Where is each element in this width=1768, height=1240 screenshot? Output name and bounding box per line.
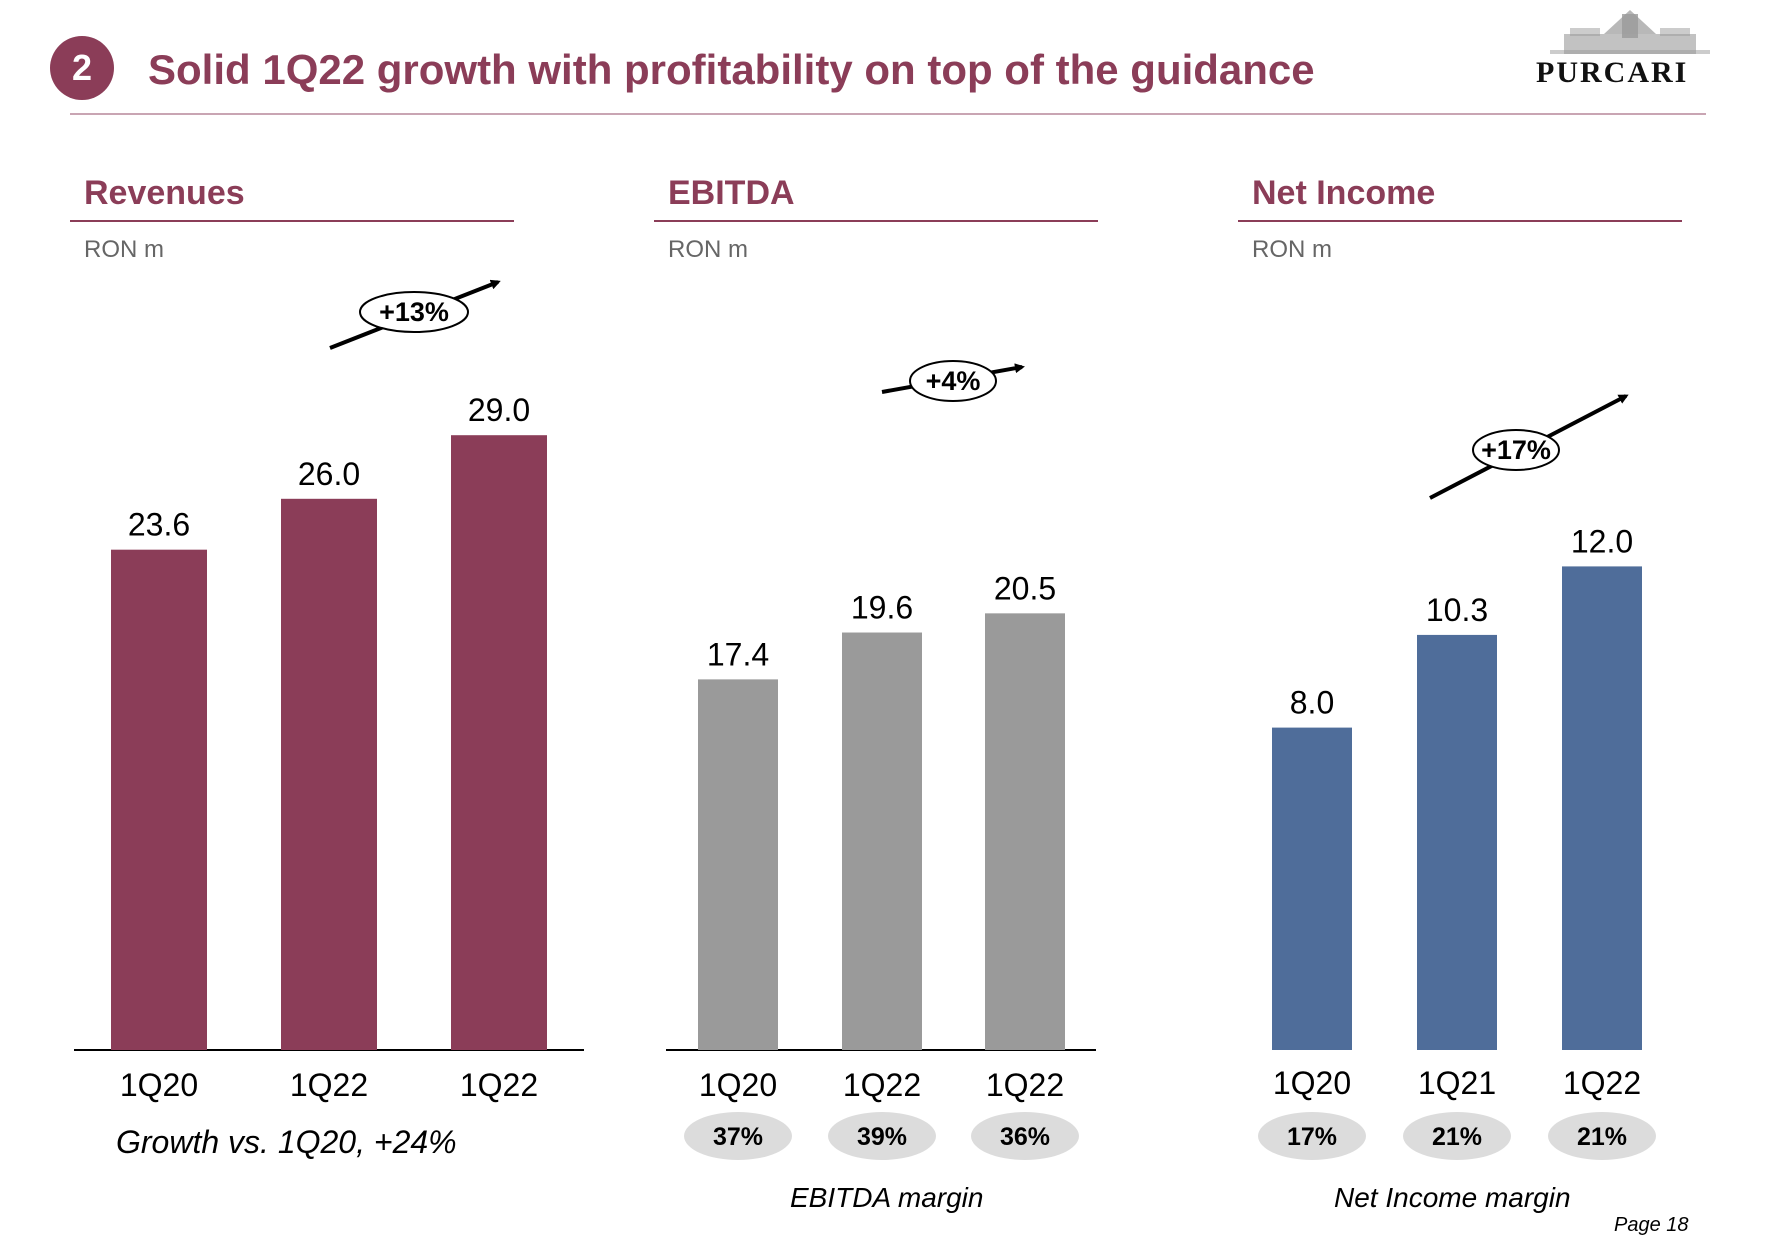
ebitda-margin-pill xyxy=(828,1112,936,1160)
ebitda-margin-pill xyxy=(971,1112,1079,1160)
net-income-title-rule xyxy=(1238,220,1682,222)
revenues-bar xyxy=(451,435,547,1050)
revenues-value-label: 26.0 xyxy=(298,456,360,492)
ebitda-bar xyxy=(985,613,1065,1050)
ebitda-value-label: 19.6 xyxy=(851,590,913,626)
slide-title: Solid 1Q22 growth with profitability on … xyxy=(148,46,1315,93)
net-income-growth-badge xyxy=(1472,429,1560,471)
net-income-margin-label: Net Income margin xyxy=(1334,1182,1571,1213)
net-income-value-label: 8.0 xyxy=(1290,685,1334,721)
ebitda-category-label: 1Q20 xyxy=(699,1067,777,1103)
slide-number-badge: 2 xyxy=(50,36,114,100)
revenues-category-label: 1Q20 xyxy=(120,1067,198,1103)
net-income-margin-label: 21% xyxy=(1577,1123,1627,1151)
revenues-growth-badge xyxy=(359,291,469,333)
revenues-growth-note: Growth vs. 1Q20, +24% xyxy=(116,1124,457,1160)
net-income-chart: +17% 8.0 1Q20 17% 10.3 1Q21 21% 12.0 1Q22 21% xyxy=(1258,394,1656,1160)
revenues-title: Revenues xyxy=(84,174,245,212)
ebitda-category-label: 1Q22 xyxy=(843,1067,921,1103)
net-income-value-label: 10.3 xyxy=(1426,592,1488,628)
title-divider xyxy=(70,113,1706,115)
revenues-unit-label: RON m xyxy=(84,236,164,263)
ebitda-margin-label: EBITDA margin xyxy=(790,1182,984,1213)
ebitda-growth-badge xyxy=(909,360,997,402)
ebitda-margin-label: 36% xyxy=(1000,1123,1050,1151)
revenues-title-rule xyxy=(70,220,514,222)
revenues-value-label: 23.6 xyxy=(128,507,190,543)
revenues-bar xyxy=(111,549,207,1050)
page-number: Page 18 xyxy=(1614,1214,1689,1236)
ebitda-chart: +4% 17.4 1Q20 37% 19.6 1Q22 39% 20.5 1Q22 36% xyxy=(666,360,1096,1160)
net-income-title: Net Income xyxy=(1252,174,1436,212)
net-income-category-label: 1Q20 xyxy=(1273,1065,1351,1101)
ebitda-category-label: 1Q22 xyxy=(986,1067,1064,1103)
revenues-bar xyxy=(281,498,377,1050)
ebitda-title: EBITDA xyxy=(668,174,795,212)
purcari-logo-icon xyxy=(1550,10,1710,54)
net-income-margin-label: 21% xyxy=(1432,1123,1482,1151)
ebitda-margin-pill xyxy=(684,1112,792,1160)
revenues-value-label: 29.0 xyxy=(468,392,530,428)
ebitda-value-label: 17.4 xyxy=(707,636,769,672)
ebitda-growth-label: +4% xyxy=(926,366,981,396)
ebitda-title-rule xyxy=(654,220,1098,222)
revenues-category-label: 1Q22 xyxy=(290,1067,368,1103)
ebitda-bar xyxy=(842,632,922,1050)
revenues-category-label: 1Q22 xyxy=(460,1067,538,1103)
revenues-growth-label: +13% xyxy=(379,297,449,327)
net-income-bar xyxy=(1272,727,1352,1050)
net-income-margin-label: 17% xyxy=(1287,1123,1337,1151)
ebitda-unit-label: RON m xyxy=(668,236,748,263)
net-income-category-label: 1Q21 xyxy=(1418,1065,1496,1101)
net-income-bar xyxy=(1417,634,1497,1050)
net-income-margin-pill xyxy=(1548,1112,1656,1160)
revenues-chart: +13% 23.6 1Q20 26.0 1Q22 29.0 1Q22 xyxy=(74,279,584,1103)
ebitda-value-label: 20.5 xyxy=(994,570,1056,606)
ebitda-bar xyxy=(698,679,778,1050)
net-income-margin-pill xyxy=(1403,1112,1511,1160)
net-income-category-label: 1Q22 xyxy=(1563,1065,1641,1101)
net-income-margin-pill xyxy=(1258,1112,1366,1160)
ebitda-margin-label: 37% xyxy=(713,1123,763,1151)
ebitda-margin-label: 39% xyxy=(857,1123,907,1151)
net-income-growth-label: +17% xyxy=(1481,435,1551,465)
logo-wordmark: PURCARI xyxy=(1536,56,1689,89)
net-income-unit-label: RON m xyxy=(1252,236,1332,263)
net-income-bar xyxy=(1562,566,1642,1050)
net-income-value-label: 12.0 xyxy=(1571,523,1633,559)
